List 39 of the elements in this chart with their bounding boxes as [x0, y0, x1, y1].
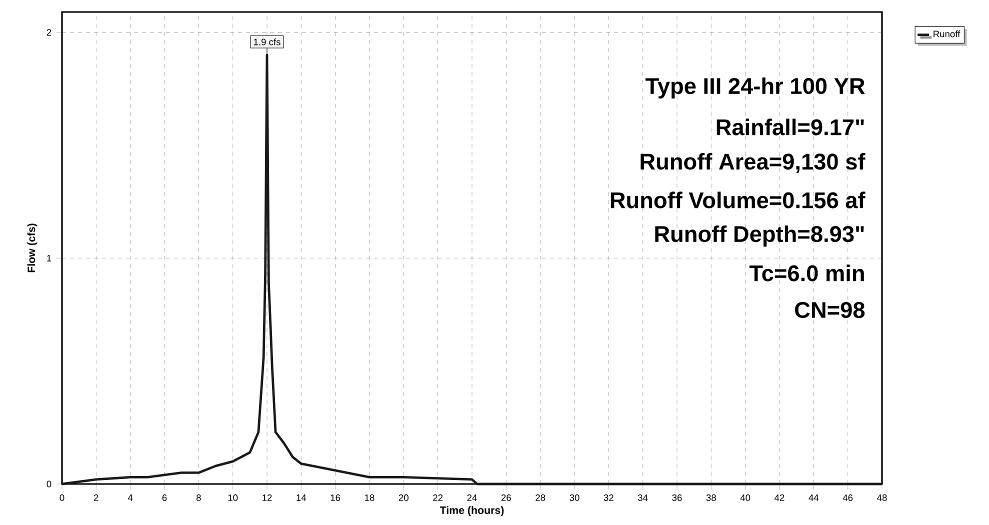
x-tick-label: 20	[398, 494, 408, 501]
x-tick-label: 26	[501, 494, 511, 501]
annotation: Rainfall=9.17"	[716, 118, 864, 136]
y-axis-title: Flow (cfs)	[27, 224, 38, 272]
x-tick-label: 36	[672, 494, 682, 501]
annotation: 1.9 cfs	[254, 38, 280, 46]
annotation: Tc=6.0 min	[749, 264, 864, 282]
y-tick-label: 2	[46, 29, 52, 36]
annotation: Runoff Area=9,130 sf	[640, 153, 866, 173]
x-tick-label: 32	[604, 494, 614, 501]
x-tick-label: 44	[808, 494, 819, 501]
x-tick-label: 30	[570, 494, 580, 501]
x-tick-label: 28	[536, 494, 546, 501]
x-tick-label: 34	[638, 494, 648, 501]
x-tick-label: 42	[774, 494, 784, 501]
x-tick-label: 16	[330, 494, 340, 501]
x-tick-label: 14	[296, 494, 306, 501]
x-tick-label: 24	[467, 494, 477, 501]
x-tick-label: 40	[740, 494, 750, 501]
annotation: Type III 24-hr 100 YR	[646, 77, 865, 99]
x-tick-label: 2	[94, 494, 98, 501]
x-tick-label: 6	[162, 494, 167, 501]
annotation: Runoff Depth=8.93"	[655, 225, 864, 247]
x-tick-label: 46	[842, 494, 853, 501]
x-axis-title: Time (hours)	[440, 506, 504, 516]
x-tick-label: 22	[433, 494, 443, 501]
x-tick-label: 38	[706, 494, 716, 501]
annotation: Runoff Volume=0.156 af	[610, 192, 866, 208]
x-tick-label: 18	[365, 494, 374, 501]
legend-label: Runoff	[934, 30, 960, 38]
x-tick-label: 8	[196, 494, 201, 501]
annotation: CN=98	[795, 302, 865, 318]
y-tick-label: 1	[47, 254, 52, 262]
x-tick-label: 48	[877, 494, 887, 501]
x-tick-label: 0	[60, 494, 64, 501]
y-tick-label: 0	[46, 480, 52, 488]
x-tick-label: 10	[228, 494, 238, 501]
x-tick-label: 12	[262, 494, 272, 501]
x-tick-label: 4	[128, 494, 133, 501]
